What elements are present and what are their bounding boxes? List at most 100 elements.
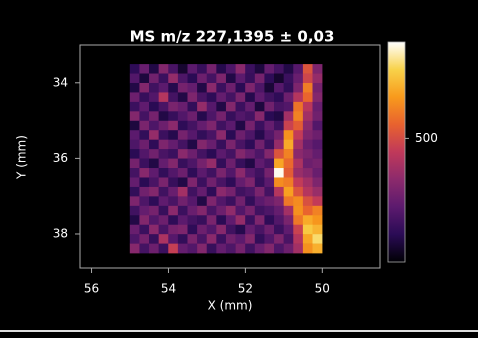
heatmap-cell (225, 130, 236, 140)
heatmap-cell (312, 224, 323, 235)
heatmap-cell (129, 168, 140, 178)
heatmap-cell (206, 243, 217, 254)
heatmap-cell (293, 64, 304, 74)
heatmap-cell (245, 243, 256, 254)
heatmap-cell (187, 73, 198, 84)
heatmap-cell (274, 101, 284, 112)
heatmap-cell (187, 243, 198, 254)
heatmap-cell (283, 168, 294, 178)
x-tick-label: 50 (315, 282, 330, 296)
heatmap-cell (216, 243, 227, 254)
heatmap-cell (264, 177, 275, 188)
heatmap-cell (283, 224, 294, 235)
heatmap-cell (274, 64, 284, 74)
heatmap-cell (216, 92, 227, 103)
heatmap-cell (302, 73, 313, 84)
heatmap-cell (187, 139, 198, 150)
heatmap-cell (139, 111, 150, 122)
heatmap-cell (168, 177, 179, 188)
heatmap-cell (197, 205, 208, 216)
heatmap-cell (283, 205, 294, 216)
heatmap-cell (129, 186, 140, 197)
heatmap-cell (158, 158, 169, 169)
heatmap-cell (216, 111, 227, 122)
heatmap-cell (225, 196, 236, 207)
heatmap-cell (302, 205, 313, 216)
x-tick-label: 54 (161, 282, 176, 296)
heatmap-cell (235, 111, 246, 122)
heatmap-cell (158, 111, 169, 122)
heatmap-cell (254, 139, 265, 150)
heatmap-cell (274, 139, 284, 150)
heatmap-cell (197, 196, 208, 207)
heatmap-cell (312, 234, 323, 244)
heatmap-cell (158, 101, 169, 112)
heatmap-cell (168, 139, 179, 150)
heatmap-cell (168, 111, 179, 122)
heatmap-cell (283, 215, 294, 226)
heatmap-cell (235, 130, 246, 140)
heatmap-cell (149, 215, 159, 226)
heatmap-cell (225, 224, 236, 235)
heatmap-cell (254, 92, 265, 103)
heatmap-cell (254, 234, 265, 244)
heatmap-cell (197, 101, 208, 112)
heatmap-cell (312, 82, 323, 93)
heatmap-cell (274, 196, 284, 207)
heatmap-cell (274, 73, 284, 84)
heatmap-cell (187, 234, 198, 244)
heatmap-cell (139, 205, 150, 216)
heatmap-cell (158, 120, 169, 131)
heatmap-cell (312, 215, 323, 226)
heatmap-cell (274, 120, 284, 131)
heatmap-cell (206, 139, 217, 150)
heatmap-cell (225, 215, 236, 226)
heatmap-cell (149, 177, 159, 188)
heatmap-cell (139, 101, 150, 112)
heatmap-cell (254, 186, 265, 197)
heatmap-cell (129, 82, 140, 93)
heatmap-cell (149, 120, 159, 131)
heatmap-cell (216, 64, 227, 74)
heatmap-cell (206, 130, 217, 140)
heatmap-cell (235, 234, 246, 244)
heatmap-cell (168, 234, 179, 244)
heatmap-cell (235, 92, 246, 103)
heatmap-cell (129, 196, 140, 207)
heatmap-cell (312, 92, 323, 103)
heatmap-cell (216, 168, 227, 178)
heatmap-cell (129, 177, 140, 188)
heatmap-cell (254, 64, 265, 74)
heatmap-cell (225, 64, 236, 74)
heatmap-cell (187, 158, 198, 169)
y-tick-label: 36 (53, 151, 68, 165)
heatmap-cell (187, 186, 198, 197)
heatmap-cell (293, 120, 304, 131)
heatmap-cell (302, 130, 313, 140)
heatmap-cell (225, 73, 236, 84)
heatmap-cell (225, 168, 236, 178)
heatmap-cell (293, 130, 304, 140)
heatmap-cell (245, 149, 256, 159)
heatmap-cell (302, 215, 313, 226)
heatmap-cell (197, 120, 208, 131)
heatmap-cell (235, 224, 246, 235)
heatmap-cell (187, 168, 198, 178)
heatmap-cell (254, 101, 265, 112)
heatmap-cell (149, 92, 159, 103)
heatmap-cell (254, 82, 265, 93)
heatmap-cell (139, 177, 150, 188)
heatmap-cell (158, 92, 169, 103)
y-tick-label: 34 (53, 75, 68, 89)
heatmap-cell (302, 101, 313, 112)
heatmap-cell (254, 168, 265, 178)
heatmap-cell (245, 168, 256, 178)
heatmap-cell (129, 234, 140, 244)
heatmap-cell (197, 64, 208, 74)
heatmap-cell (158, 215, 169, 226)
heatmap-cell (168, 64, 179, 74)
heatmap-cell (302, 168, 313, 178)
heatmap-cell (302, 186, 313, 197)
heatmap-cell (283, 158, 294, 169)
heatmap-cell (158, 82, 169, 93)
